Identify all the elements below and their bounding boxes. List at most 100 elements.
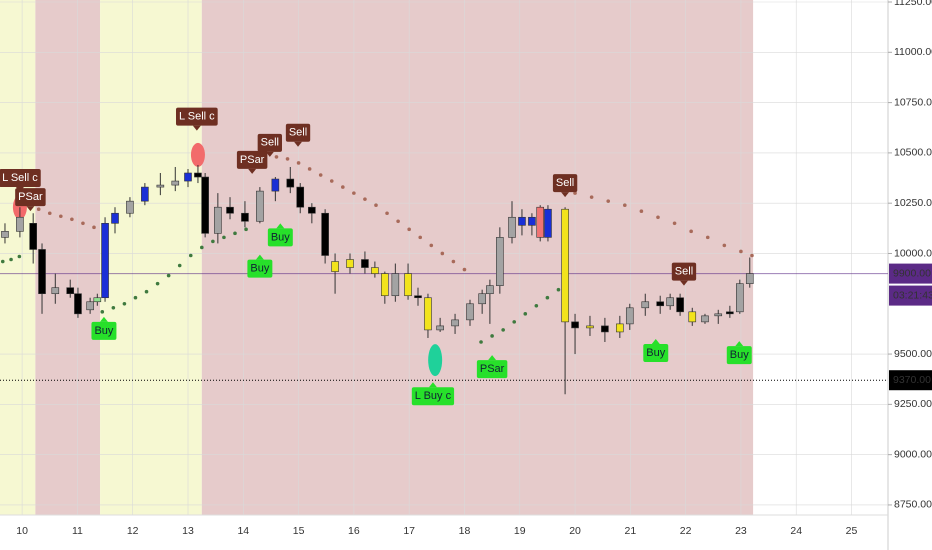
psar-dot <box>534 303 539 308</box>
annotation-box <box>15 188 46 207</box>
x-tick-label: 19 <box>514 525 526 537</box>
candle-body <box>676 297 684 313</box>
psar-dot <box>155 281 160 286</box>
sell-label: Sell <box>671 262 697 286</box>
annotation-pointer <box>99 316 108 322</box>
x-tick-label: 14 <box>237 525 249 537</box>
sell-label: Sell <box>285 123 311 147</box>
candle-body <box>51 287 60 295</box>
annotation-box <box>671 262 697 281</box>
psar-dot <box>17 254 22 259</box>
annotation-box <box>247 259 273 278</box>
candle-body <box>286 178 295 188</box>
x-tick-label: 10 <box>16 525 28 537</box>
psar-dot <box>222 235 226 240</box>
psar-dot <box>512 320 517 324</box>
psar-dot <box>111 305 116 310</box>
signal-dot <box>190 142 205 167</box>
buy-label: Buy <box>726 341 752 365</box>
countdown: 03:21:43 <box>893 289 932 301</box>
psar-dot <box>100 310 105 314</box>
candle-body <box>496 237 504 286</box>
candle-body <box>296 186 305 208</box>
psar-dot <box>705 235 710 240</box>
candle-body <box>16 216 24 232</box>
psar-dot <box>92 225 96 230</box>
annotation-pointer <box>192 125 201 131</box>
annotation-text: PSar <box>480 363 505 375</box>
candle-body <box>625 307 634 325</box>
buy-label: PSar <box>476 355 508 379</box>
psar-dot <box>363 197 367 201</box>
annotation-text: Sell <box>261 137 279 149</box>
psar-dot <box>750 253 754 258</box>
psar-dot <box>374 203 378 207</box>
psar-dot <box>47 211 52 216</box>
candle-body <box>478 293 486 305</box>
psar-dot <box>689 229 693 234</box>
candle-body <box>101 223 109 299</box>
y-tick-label: 10750.00 <box>894 96 932 108</box>
candle-body <box>736 283 744 313</box>
x-tick-label: 21 <box>624 525 636 537</box>
psar-dot <box>81 221 85 226</box>
candle-body <box>226 206 234 214</box>
y-tick-label: 10250.00 <box>894 197 932 209</box>
annotation-box <box>236 150 268 169</box>
candle-body <box>321 212 329 256</box>
candle-body <box>194 172 202 178</box>
psar-dot <box>490 334 494 338</box>
candle-body <box>346 259 354 268</box>
candle-body <box>381 273 389 297</box>
annotation-text: L Sell c <box>179 111 215 123</box>
psar-dot <box>233 231 237 236</box>
psar-dot <box>352 191 356 195</box>
candle-body <box>371 267 379 274</box>
psar-dot <box>545 295 550 300</box>
annotation-text: L Buy c <box>415 390 452 402</box>
candle-body <box>271 178 280 192</box>
psar-dot <box>623 203 627 207</box>
psar-dot <box>341 185 345 189</box>
psar-dot <box>479 340 483 344</box>
annotation-text: PSar <box>240 154 265 166</box>
candle-body <box>601 325 609 333</box>
candle-body <box>184 172 192 182</box>
y-tick-label: 10500.00 <box>894 147 932 159</box>
candle-body <box>536 206 545 238</box>
candle-body <box>518 216 526 226</box>
candle-body <box>111 212 119 224</box>
psar-dot <box>318 173 323 177</box>
psar-dot <box>122 301 127 306</box>
psar-dot <box>396 219 400 224</box>
x-tick-label: 17 <box>403 525 415 537</box>
psar-dot <box>0 259 5 264</box>
annotation-text: Sell <box>675 265 693 277</box>
candle-body <box>616 323 624 333</box>
psar-dot <box>556 287 561 292</box>
psar-dot <box>639 209 644 214</box>
psar-dot <box>244 227 248 232</box>
region <box>0 0 36 515</box>
candle-body <box>486 285 494 295</box>
sell-label: PSar <box>15 188 46 212</box>
candle-body <box>451 319 459 327</box>
psar-dot <box>59 214 63 219</box>
annotation-text: Buy <box>94 325 113 337</box>
psar-dot <box>606 199 611 203</box>
candle-body <box>171 180 180 186</box>
candle-body <box>331 261 339 272</box>
buy-label: Buy <box>267 223 293 247</box>
psar-dot <box>589 195 594 199</box>
psar-dot <box>188 253 193 258</box>
candle-body <box>436 325 444 331</box>
annotation-pointer <box>651 339 660 345</box>
psar-dot <box>166 273 171 278</box>
candle-body <box>404 273 412 297</box>
candle-body <box>29 223 37 250</box>
candle-body <box>256 190 264 222</box>
buy-label: Buy <box>643 339 669 363</box>
psar-dot <box>70 217 74 222</box>
psar-dot <box>307 167 312 171</box>
candle-body <box>74 293 82 315</box>
